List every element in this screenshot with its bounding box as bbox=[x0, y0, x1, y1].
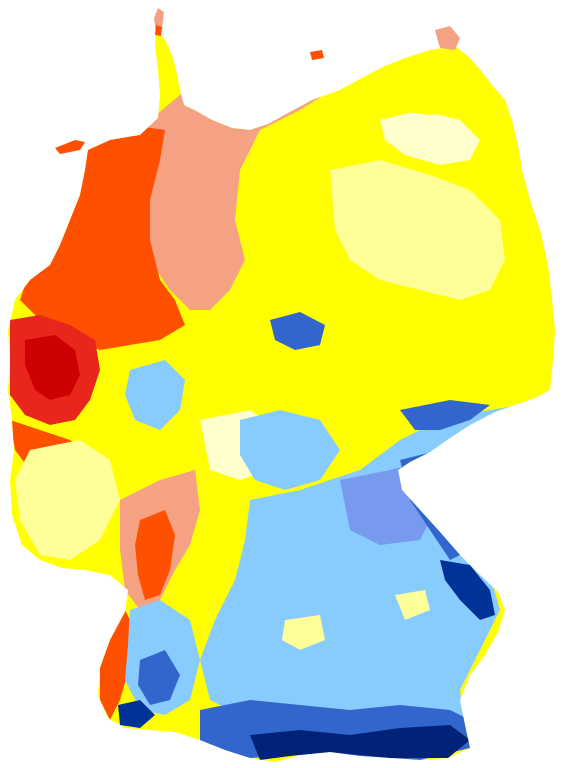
region-bavarian-forest-dark bbox=[440, 560, 495, 620]
region-ore-mountains-blue bbox=[400, 400, 490, 430]
region-blackforest-mid bbox=[138, 650, 180, 705]
region-east-cream-2 bbox=[380, 110, 480, 165]
region-south-cream-2 bbox=[395, 590, 430, 620]
region-rhine-south-orange bbox=[135, 510, 175, 600]
region-alps-navy bbox=[250, 725, 470, 760]
region-harz-blue bbox=[270, 312, 325, 350]
island-east-frisian bbox=[55, 140, 85, 154]
region-nw-orange bbox=[20, 125, 185, 350]
region-blackforest-dark bbox=[118, 700, 155, 728]
island-fehmarn bbox=[310, 50, 324, 60]
island-sylt-orange bbox=[155, 25, 162, 36]
region-thuringia-blue bbox=[240, 410, 340, 490]
region-central-skyblue bbox=[125, 360, 185, 430]
region-west-darkred bbox=[25, 335, 80, 400]
region-central-lightyellow bbox=[15, 440, 120, 560]
region-east-cream bbox=[330, 160, 505, 300]
region-south-cream-1 bbox=[282, 615, 325, 650]
island-ruegen bbox=[435, 26, 460, 50]
